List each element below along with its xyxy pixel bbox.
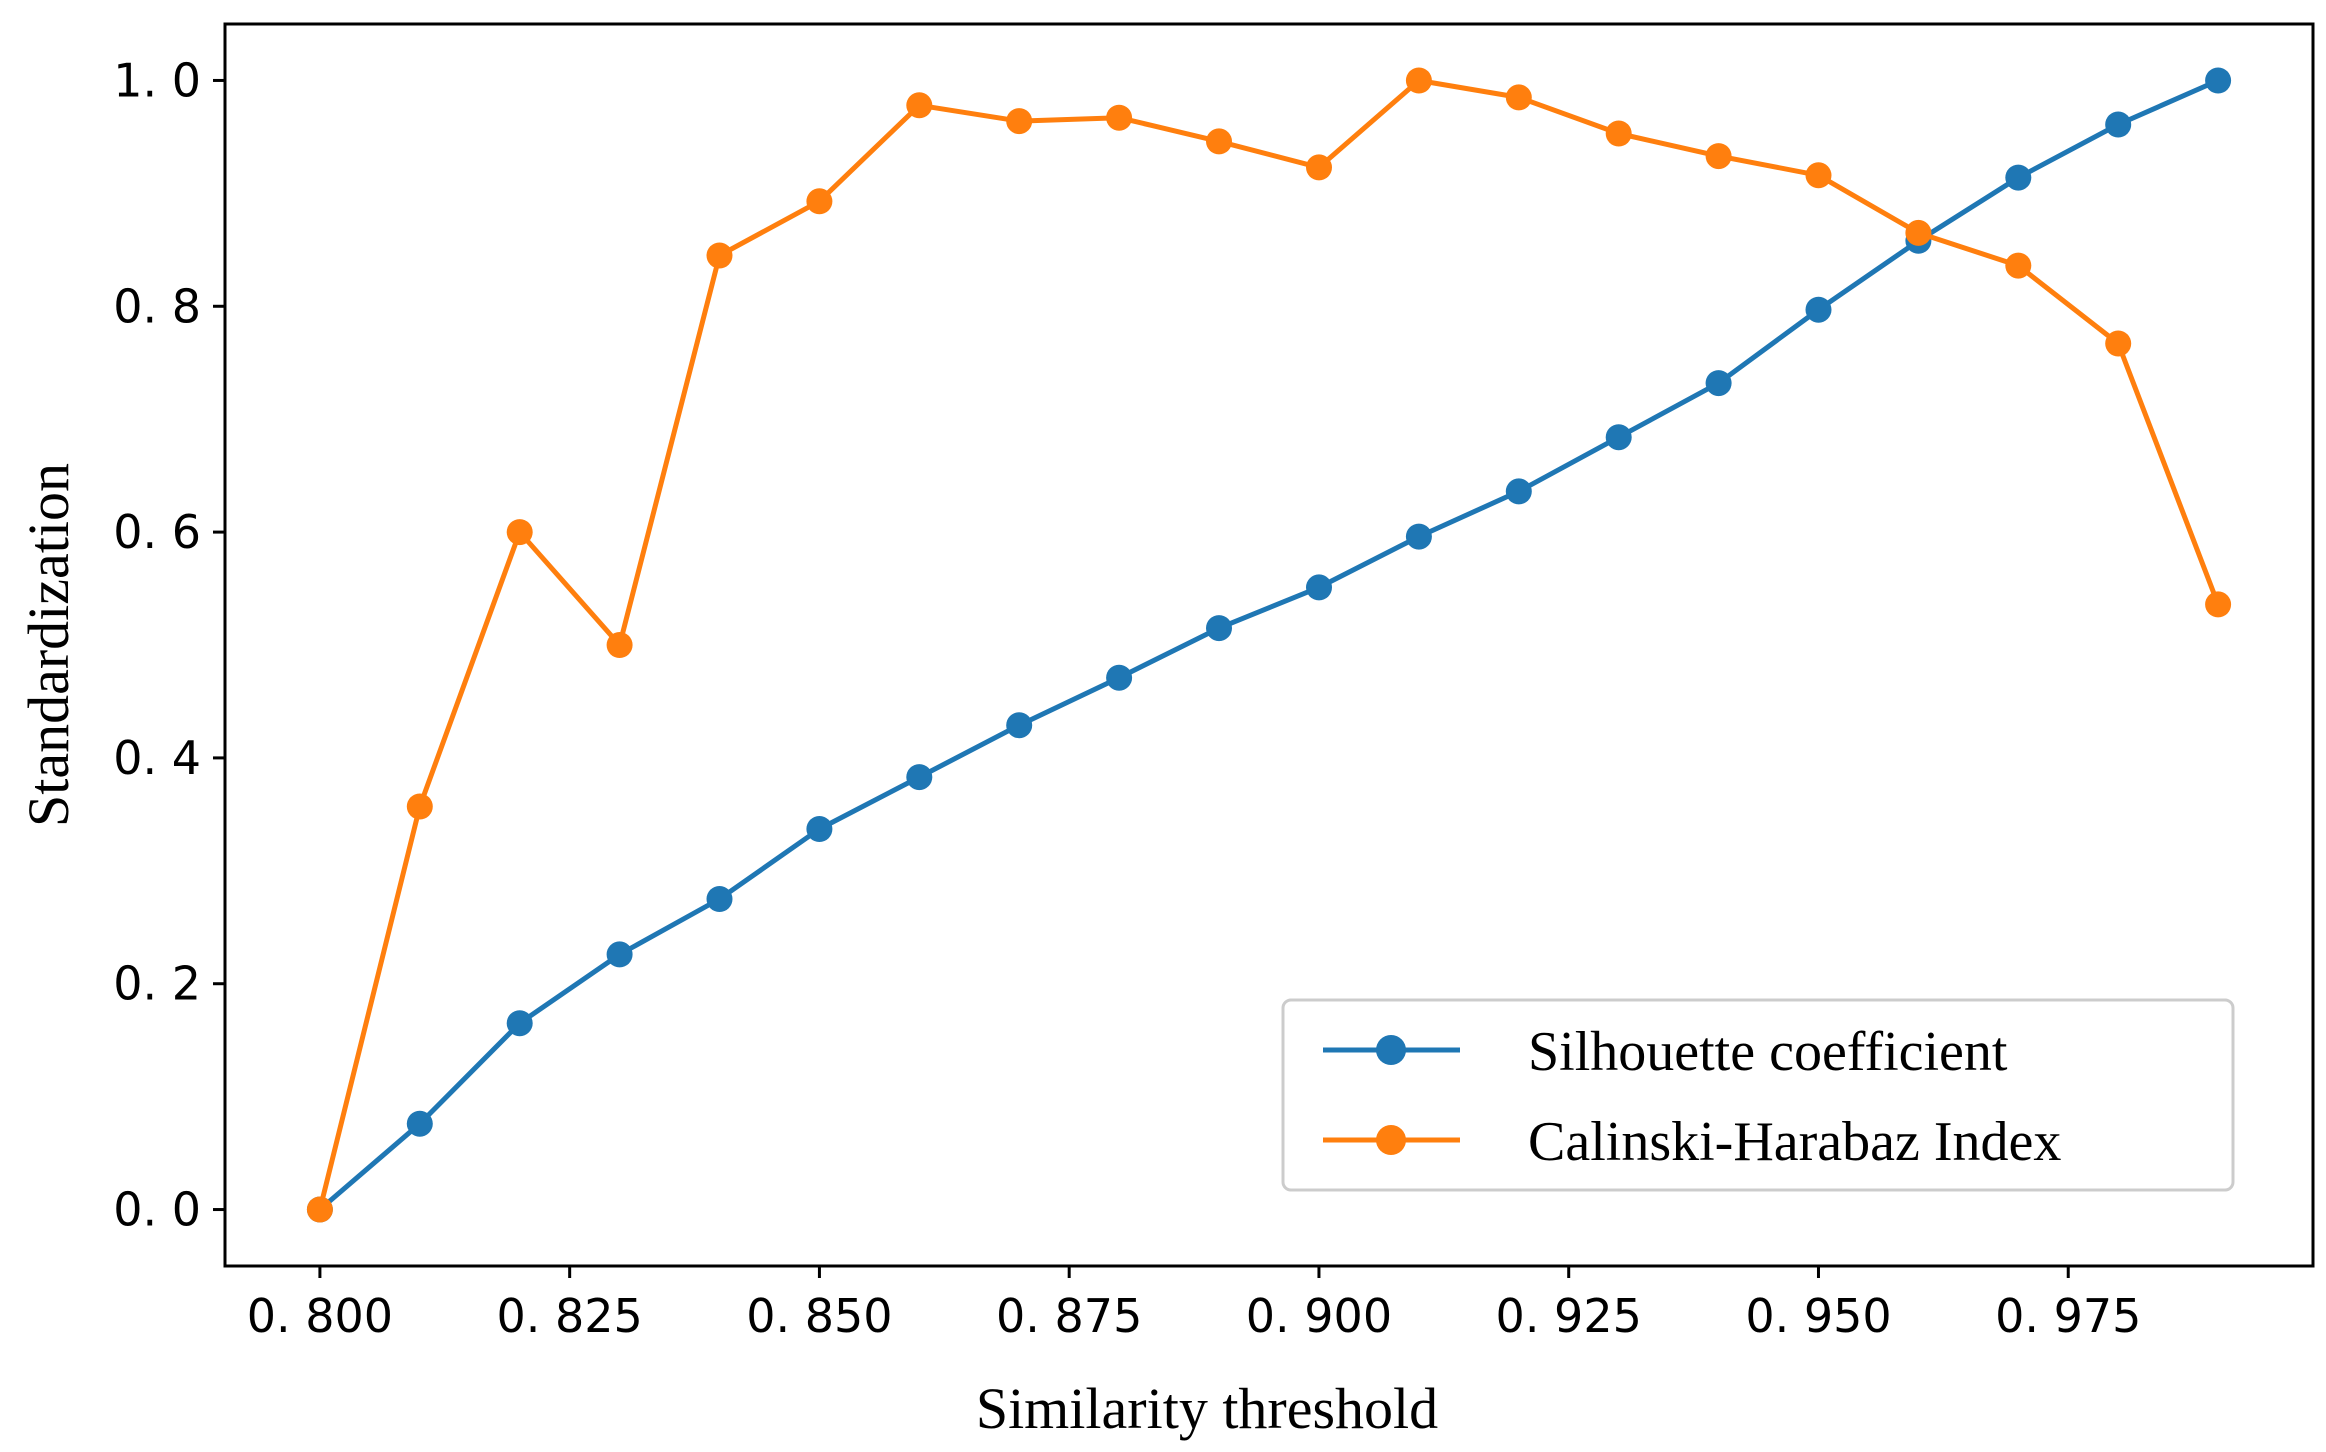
data-point-silhouette-coefficient bbox=[1805, 296, 1832, 323]
legend-label-silhouette: Silhouette coefficient bbox=[1528, 1021, 2008, 1083]
y-axis-label: Standardization bbox=[16, 463, 81, 827]
legend: Silhouette coefficient Calinski-Harabaz … bbox=[1281, 998, 2235, 1192]
data-point-silhouette-coefficient bbox=[1605, 424, 1632, 451]
data-point-silhouette-coefficient bbox=[606, 941, 633, 968]
x-tick-label: 0. 925 bbox=[1496, 1289, 1642, 1343]
y-tick-label: 0. 8 bbox=[113, 279, 201, 333]
data-point-calinski-harabaz-index bbox=[606, 632, 633, 658]
data-point-calinski-harabaz-index bbox=[406, 793, 433, 820]
data-point-calinski-harabaz-index bbox=[1805, 162, 1832, 189]
y-tick-label: 1. 0 bbox=[113, 53, 201, 107]
data-point-calinski-harabaz-index bbox=[1006, 108, 1033, 135]
x-tick-label: 0. 975 bbox=[1995, 1289, 2141, 1343]
legend-box bbox=[1281, 998, 2235, 1192]
x-tick-label: 0. 800 bbox=[247, 1289, 393, 1343]
data-point-calinski-harabaz-index bbox=[2205, 591, 2232, 618]
data-point-calinski-harabaz-index bbox=[2105, 330, 2132, 357]
data-point-silhouette-coefficient bbox=[2105, 111, 2132, 138]
x-tick-label: 0. 850 bbox=[746, 1289, 892, 1343]
data-point-silhouette-coefficient bbox=[1505, 478, 1532, 505]
data-point-calinski-harabaz-index bbox=[1505, 84, 1532, 111]
x-tick-label: 0. 950 bbox=[1745, 1289, 1891, 1343]
data-point-silhouette-coefficient bbox=[706, 886, 733, 912]
legend-marker-silhouette bbox=[1376, 1035, 1406, 1065]
data-point-silhouette-coefficient bbox=[1106, 664, 1133, 691]
data-point-calinski-harabaz-index bbox=[1306, 154, 1332, 181]
data-point-silhouette-coefficient bbox=[2205, 67, 2232, 94]
data-point-silhouette-coefficient bbox=[1705, 370, 1732, 397]
data-point-calinski-harabaz-index bbox=[1905, 219, 1932, 246]
data-point-calinski-harabaz-index bbox=[1605, 120, 1632, 147]
data-point-calinski-harabaz-index bbox=[706, 242, 733, 269]
data-point-calinski-harabaz-index bbox=[1106, 104, 1133, 131]
data-point-calinski-harabaz-index bbox=[506, 519, 533, 546]
series-layer bbox=[306, 67, 2232, 1223]
data-point-silhouette-coefficient bbox=[1405, 523, 1432, 550]
data-point-calinski-harabaz-index bbox=[2005, 252, 2032, 279]
data-point-silhouette-coefficient bbox=[1006, 712, 1033, 739]
data-point-silhouette-coefficient bbox=[806, 816, 833, 842]
data-point-calinski-harabaz-index bbox=[1405, 67, 1432, 94]
series-line-silhouette-coefficient bbox=[318, 78, 2220, 1212]
x-axis-label: Similarity threshold bbox=[976, 1376, 1438, 1441]
data-point-silhouette-coefficient bbox=[406, 1110, 433, 1137]
data-point-silhouette-coefficient bbox=[2005, 164, 2032, 191]
data-point-calinski-harabaz-index bbox=[306, 1196, 333, 1223]
y-tick-label: 0. 2 bbox=[113, 957, 201, 1011]
data-point-silhouette-coefficient bbox=[906, 764, 933, 791]
data-point-calinski-harabaz-index bbox=[1705, 143, 1732, 170]
legend-marker-calinski bbox=[1376, 1125, 1406, 1155]
y-tick-label: 0. 4 bbox=[113, 731, 201, 785]
legend-label-calinski: Calinski-Harabaz Index bbox=[1528, 1111, 2061, 1173]
x-axis: 0. 800 0. 825 0. 850 0. 875 0. 900 0. 925 0. 9… bbox=[247, 1266, 2141, 1343]
x-tick-label: 0. 900 bbox=[1246, 1289, 1392, 1343]
data-point-calinski-harabaz-index bbox=[1206, 128, 1232, 155]
plot-frame bbox=[223, 22, 2315, 1268]
x-tick-label: 0. 875 bbox=[996, 1289, 1142, 1343]
data-point-calinski-harabaz-index bbox=[806, 188, 833, 215]
y-tick-label: 0. 6 bbox=[113, 505, 201, 559]
series-line-calinski-harabaz-index bbox=[317, 78, 2221, 1211]
data-point-silhouette-coefficient bbox=[506, 1010, 533, 1037]
data-point-silhouette-coefficient bbox=[1306, 574, 1332, 601]
y-tick-label: 0. 0 bbox=[113, 1183, 201, 1237]
y-axis: 0. 0 0. 2 0. 4 0. 6 0. 8 1. 0 bbox=[113, 53, 225, 1237]
x-tick-label: 0. 825 bbox=[497, 1289, 643, 1343]
data-point-silhouette-coefficient bbox=[1206, 615, 1232, 642]
data-point-calinski-harabaz-index bbox=[906, 92, 933, 119]
